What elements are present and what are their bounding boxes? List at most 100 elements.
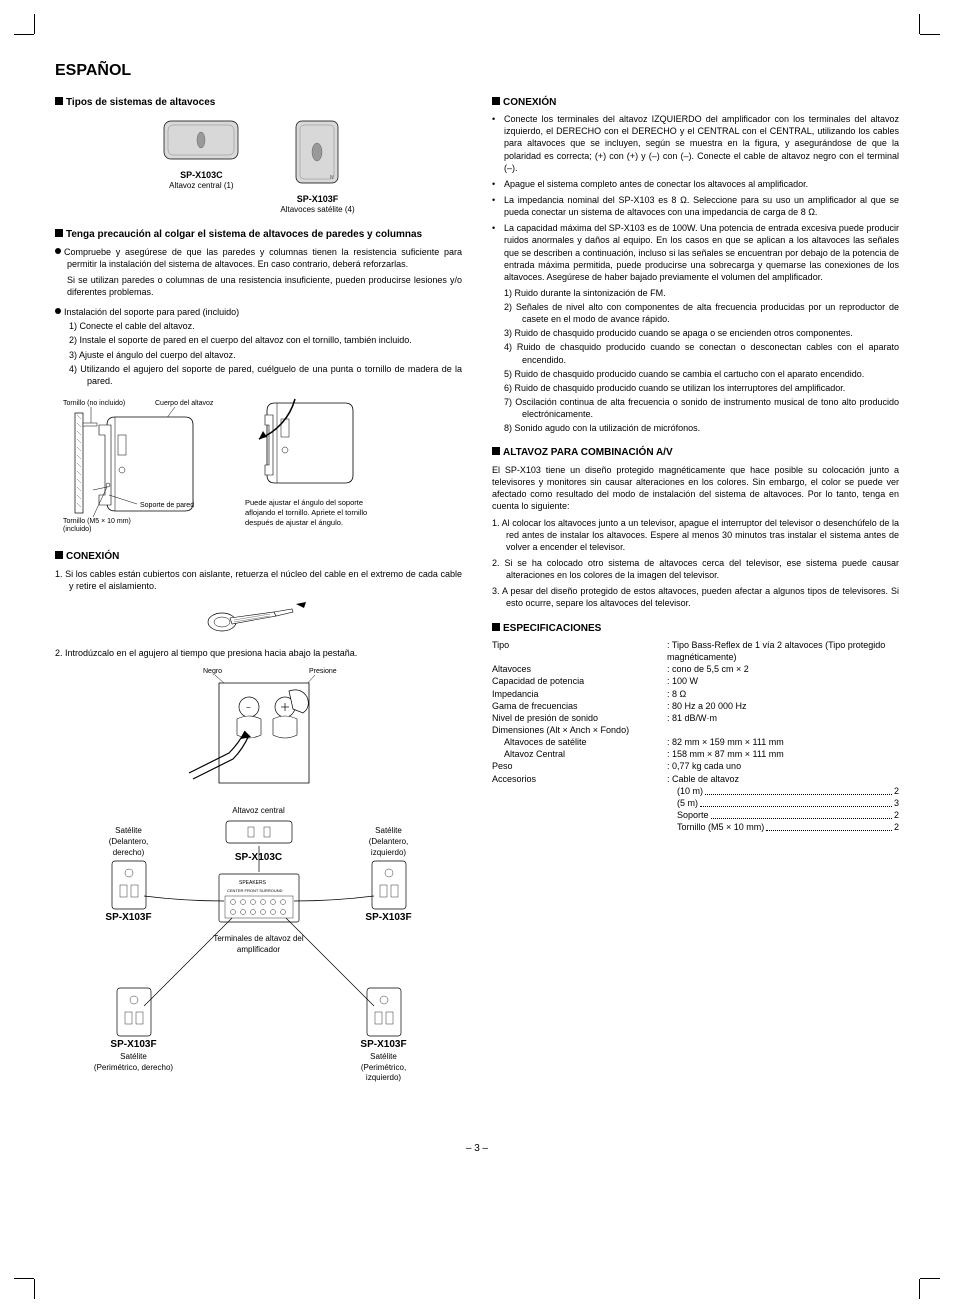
section-connection-left: CONEXIÓN [55, 550, 462, 564]
left-column: Tipos de sistemas de altavoces SP-X103C … [55, 84, 462, 1127]
conn-bullet-3: La impedancia nominal del SP-X103 es 8 Ω… [492, 194, 899, 218]
label-model-f-3: SP-X103F [94, 1038, 174, 1052]
av-3: A pesar del diseño protegido de estos al… [492, 585, 899, 609]
section-spec-label: ESPECIFICACIONES [503, 623, 601, 634]
label-screw-not-incl: Tornillo (no incluido) [63, 400, 125, 407]
product-sat-desc: Altavoces satélite (4) [280, 205, 354, 216]
conn-step-2: Introdúzcalo en el agujero al tiempo que… [55, 647, 462, 659]
noise-5: Ruido de chasquido producido cuando se c… [504, 368, 899, 380]
caution-1-text: Compruebe y asegúrese de que las paredes… [64, 247, 462, 269]
product-center: SP-X103C Altavoz central (1) [162, 119, 240, 216]
label-body: Cuerpo del altavoz [155, 400, 214, 407]
caution-2-lead: Instalación del soporte para pared (incl… [64, 307, 239, 317]
bracket-diagrams: Tornillo (no incluido) Cuerpo del altavo… [55, 395, 462, 538]
spec-dim-ctr: Altavoz Central158 mm × 87 mm × 111 mm [492, 748, 899, 760]
label-model-c: SP-X103C [219, 851, 299, 865]
noise-7: Oscilación continua de alta frecuencia o… [504, 396, 899, 420]
svg-text:Tornillo (M5 × 10 mm): Tornillo (M5 × 10 mm) [63, 518, 131, 525]
spec-wt: Peso0,77 kg cada uno [492, 760, 899, 772]
install-steps: Conecte el cable del altavoz. Instale el… [55, 320, 462, 387]
spec-imp: Impedancia8 Ω [492, 688, 899, 700]
conn-bullet-2: Apague el sistema completo antes de cone… [492, 178, 899, 190]
section-connection-right: CONEXIÓN [492, 96, 899, 110]
label-fr: (Delantero, derecho) [94, 837, 164, 859]
label-sat-fl: Satélite [354, 826, 424, 837]
label-sat-sr: Satélite [94, 1052, 174, 1063]
section-av-label: ALTAVOZ PARA COMBINACIÓN A/V [503, 447, 673, 458]
svg-text:−: − [246, 703, 251, 712]
svg-text:(incluido): (incluido) [63, 526, 91, 533]
label-sl: (Perimétrico, izquierdo) [344, 1063, 424, 1085]
noise-1: Ruido durante la sintonización de FM. [504, 287, 899, 299]
conn-bullet-1: Conecte los terminales del altavoz IZQUI… [492, 113, 899, 174]
section-connection-right-label: CONEXIÓN [503, 97, 556, 108]
svg-text:SPEAKERS: SPEAKERS [239, 880, 267, 886]
spec-dim-sat: Altavoces de satélite82 mm × 159 mm × 11… [492, 736, 899, 748]
svg-text:Negro: Negro [203, 668, 222, 675]
page-title: ESPAÑOL [55, 60, 899, 82]
conn-bullet-4: La capacidad máxima del SP-X103 es de 10… [492, 222, 899, 283]
label-fl: (Delantero, izquierdo) [354, 837, 424, 859]
section-av: ALTAVOZ PARA COMBINACIÓN A/V [492, 446, 899, 460]
label-model-f-2: SP-X103F [354, 911, 424, 925]
connection-layout-diagram: Altavoz central SP-X103C Satélite (Delan… [84, 806, 434, 1126]
caution-item-2: Instalación del soporte para pared (incl… [55, 306, 462, 318]
svg-text:CENTER FRONT SURROUND: CENTER FRONT SURROUND [227, 888, 283, 893]
section-caution: Tenga precaución al colgar el sistema de… [55, 228, 462, 242]
wire-strip-icon [204, 598, 314, 638]
acc-1: (10 m)2 [677, 785, 899, 797]
spec-spk: Altavocescono de 5,5 cm × 2 [492, 663, 899, 675]
bracket-diagram-2 [245, 395, 365, 495]
acc-3: Soporte2 [677, 809, 899, 821]
caution-1b-text: Si se utilizan paredes o columnas de una… [55, 274, 462, 298]
label-sr: (Perimétrico, derecho) [94, 1063, 174, 1074]
product-sat-model: SP-X103F [280, 193, 354, 205]
label-sat-fr: Satélite [94, 826, 164, 837]
noise-2: Señales de nivel alto con componentes de… [504, 301, 899, 325]
label-model-f-1: SP-X103F [94, 911, 164, 925]
av-list: Al colocar los altavoces junto a un tele… [492, 517, 899, 610]
svg-text:Presione: Presione [309, 668, 337, 675]
noise-6: Ruido de chasquido producido cuando se u… [504, 382, 899, 394]
av-2: Si se ha colocado otro sistema de altavo… [492, 557, 899, 581]
av-intro: El SP-X103 tiene un diseño protegido mag… [492, 464, 899, 513]
section-connection-left-label: CONEXIÓN [66, 551, 119, 562]
label-model-f-4: SP-X103F [344, 1038, 424, 1052]
noise-3: Ruido de chasquido producido cuando se a… [504, 327, 899, 339]
spec-spl: Nivel de presión de sonido81 dB/W·m [492, 712, 899, 724]
label-amp-terminals: Terminales de altavoz del amplificador [199, 934, 319, 956]
caution-item-1: Compruebe y asegúrese de que las paredes… [55, 246, 462, 270]
right-column: CONEXIÓN Conecte los terminales del alta… [492, 84, 899, 1127]
acc-4: Tornillo (M5 × 10 mm)2 [677, 821, 899, 833]
spec-type: TipoTipo Bass-Reflex de 1 vía 2 altavoce… [492, 639, 899, 663]
section-spec: ESPECIFICACIONES [492, 622, 899, 636]
install-step-2: Instale el soporte de pared en el cuerpo… [69, 334, 462, 346]
section-types: Tipos de sistemas de altavoces [55, 96, 462, 110]
svg-text:N: N [330, 175, 334, 181]
connection-steps-left: Si los cables están cubiertos con aislan… [55, 568, 462, 592]
spec-dim: Dimensiones (Alt × Anch × Fondo) [492, 724, 899, 736]
connection-bullets: Conecte los terminales del altavoz IZQUI… [492, 113, 899, 283]
angle-note: Puede ajustar el ángulo del soporte aflo… [245, 498, 395, 528]
speaker-sat-icon: N [294, 119, 340, 189]
noise-list: Ruido durante la sintonización de FM. Se… [492, 287, 899, 435]
section-types-label: Tipos de sistemas de altavoces [66, 97, 215, 108]
product-center-model: SP-X103C [162, 169, 240, 181]
bracket-diagram-1: Tornillo (no incluido) Cuerpo del altavo… [55, 395, 225, 535]
section-caution-label: Tenga precaución al colgar el sistema de… [66, 229, 422, 240]
noise-4: Ruido de chasquido producido cuando se c… [504, 341, 899, 365]
product-row: SP-X103C Altavoz central (1) N SP-X103F … [55, 119, 462, 216]
terminal-press-icon: Negro Presione − [159, 663, 359, 793]
label-center-speaker: Altavoz central [219, 806, 299, 817]
spec-acc: AccesoriosCable de altavoz [492, 773, 899, 785]
av-1: Al colocar los altavoces junto a un tele… [492, 517, 899, 553]
connection-steps-left-2: Introdúzcalo en el agujero al tiempo que… [55, 647, 462, 659]
conn-step-1: Si los cables están cubiertos con aislan… [55, 568, 462, 592]
install-step-4: Utilizando el agujero del soporte de par… [69, 363, 462, 387]
label-bracket: Soporte de pared [140, 502, 194, 509]
spec-pow: Capacidad de potencia100 W [492, 675, 899, 687]
product-center-desc: Altavoz central (1) [162, 181, 240, 192]
product-satellite: N SP-X103F Altavoces satélite (4) [280, 119, 354, 216]
install-step-3: Ajuste el ángulo del cuerpo del altavoz. [69, 349, 462, 361]
speaker-center-icon [162, 119, 240, 165]
